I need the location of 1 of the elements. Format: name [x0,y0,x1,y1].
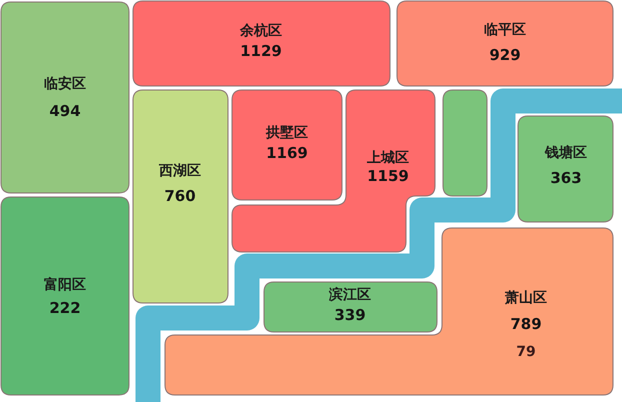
annotation: 79 [516,344,536,360]
